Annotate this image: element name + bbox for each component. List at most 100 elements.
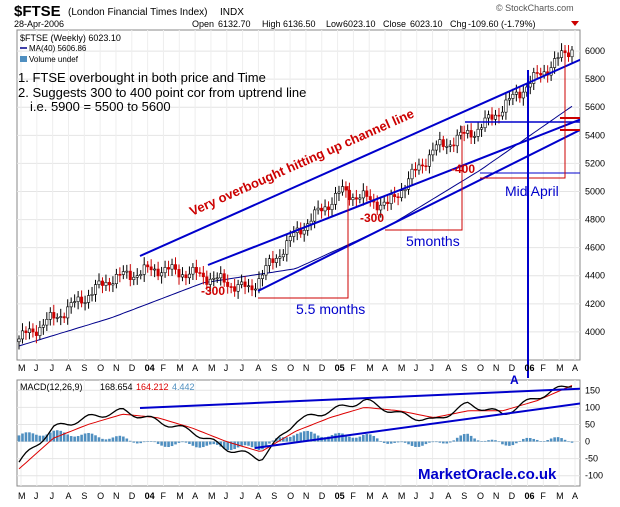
x-tick-label: J <box>414 363 419 373</box>
x-tick-label: D <box>319 363 326 373</box>
candle-body <box>476 128 480 137</box>
low-value: 6023.10 <box>343 19 376 29</box>
histogram-bar <box>295 433 299 442</box>
candle-body <box>511 93 515 99</box>
histogram-bar <box>229 441 233 451</box>
candle-body <box>41 324 45 328</box>
x-tick-label: S <box>81 491 87 501</box>
candle-body <box>180 274 184 278</box>
histogram-bar <box>379 440 383 442</box>
candle-body <box>205 276 209 285</box>
x-tick-label: O <box>287 491 294 501</box>
histogram-bar <box>539 441 542 442</box>
x-tick-label: N <box>493 363 500 373</box>
signal-line <box>18 385 573 470</box>
x-tick-label: A <box>255 363 261 373</box>
histogram-bar <box>45 434 49 442</box>
x-tick-label: F <box>540 491 546 501</box>
candle-body <box>27 328 31 334</box>
candle-body <box>400 190 404 198</box>
histogram-bar <box>268 441 271 444</box>
x-tick-label: D <box>129 363 136 373</box>
candle-body <box>69 302 73 308</box>
y-tick-label: 5000 <box>585 186 605 196</box>
x-tick-label: F <box>160 491 166 501</box>
candle-body <box>250 285 254 291</box>
open-value: 6132.70 <box>218 19 251 29</box>
candle-body <box>160 272 164 277</box>
histogram-bar <box>414 441 417 447</box>
candle-body <box>20 330 24 340</box>
histogram-bar <box>243 441 247 446</box>
histogram-bar <box>28 432 31 442</box>
candle-body <box>90 294 94 296</box>
bracket-5-5-months <box>258 186 349 299</box>
histogram-bar <box>302 431 306 442</box>
histogram-bar <box>261 441 264 450</box>
upper-channel-line <box>139 58 580 257</box>
macd-y-tick-label: 100 <box>585 402 600 412</box>
candle-body <box>393 194 397 198</box>
x-tick-label: N <box>303 363 310 373</box>
candle-body <box>278 256 282 259</box>
x-tick-label: M <box>18 363 26 373</box>
candle-body <box>351 197 355 201</box>
macd-y-tick-label: 50 <box>585 419 595 429</box>
x-tick-label: D <box>509 363 516 373</box>
histogram-bar <box>476 440 480 442</box>
histogram-bar <box>264 441 268 447</box>
macd-y-tick-label: 150 <box>585 385 600 395</box>
candle-body <box>288 236 292 242</box>
candle-body <box>167 267 171 270</box>
candle-body <box>427 154 431 167</box>
candle-body <box>114 274 118 284</box>
histogram-bar <box>104 439 108 442</box>
candle-body <box>233 286 237 292</box>
price-panel <box>16 29 581 361</box>
histogram-bar <box>487 440 490 442</box>
candle-body <box>107 282 111 286</box>
x-tick-label: N <box>113 363 120 373</box>
histogram-bar <box>452 440 456 442</box>
price-y-axis: 4000 4200 4400 4600 4800 5000 5200 5400 5600 5800… <box>585 46 605 337</box>
macd-line <box>18 385 573 463</box>
histogram-bar <box>459 435 463 442</box>
histogram-bar <box>535 439 539 442</box>
histogram-bar <box>532 438 536 442</box>
x-tick-label: M <box>176 363 184 373</box>
x-tick-label: M <box>556 491 564 501</box>
histogram-bar <box>198 441 202 448</box>
candle-body <box>257 278 261 290</box>
histogram-bar <box>327 436 330 442</box>
histogram-bar <box>483 440 487 442</box>
histogram-bar <box>341 433 344 442</box>
x-tick-label: N <box>493 491 500 501</box>
candle-body <box>452 144 456 147</box>
histogram-bar <box>518 440 522 442</box>
candle-body <box>504 99 508 113</box>
candle-body <box>462 131 466 134</box>
candle-body <box>337 191 341 194</box>
candle-body <box>184 274 188 279</box>
x-tick-label: O <box>477 363 484 373</box>
x-tick-label: A <box>445 363 451 373</box>
note-1: 1. FTSE overbought in both price and Tim… <box>18 70 266 85</box>
x-tick-label: O <box>97 491 104 501</box>
histogram-bar <box>42 435 45 442</box>
exchange-label: INDX <box>220 7 244 18</box>
macd-y-tick-label: 0 <box>585 437 590 447</box>
histogram-bar <box>212 441 216 445</box>
candle-body <box>59 316 63 318</box>
x-tick-label: J <box>50 491 55 501</box>
histogram-bar <box>167 441 170 448</box>
x-tick-label: M <box>208 491 216 501</box>
date-label: 28-Apr-2006 <box>14 19 64 29</box>
x-tick-label: N <box>303 491 310 501</box>
histogram-bar <box>184 441 188 443</box>
histogram-bar <box>362 434 365 442</box>
histogram-bar <box>386 441 389 444</box>
candle-body <box>55 317 59 319</box>
x-tick-label: A <box>382 491 388 501</box>
candle-body <box>396 196 400 199</box>
